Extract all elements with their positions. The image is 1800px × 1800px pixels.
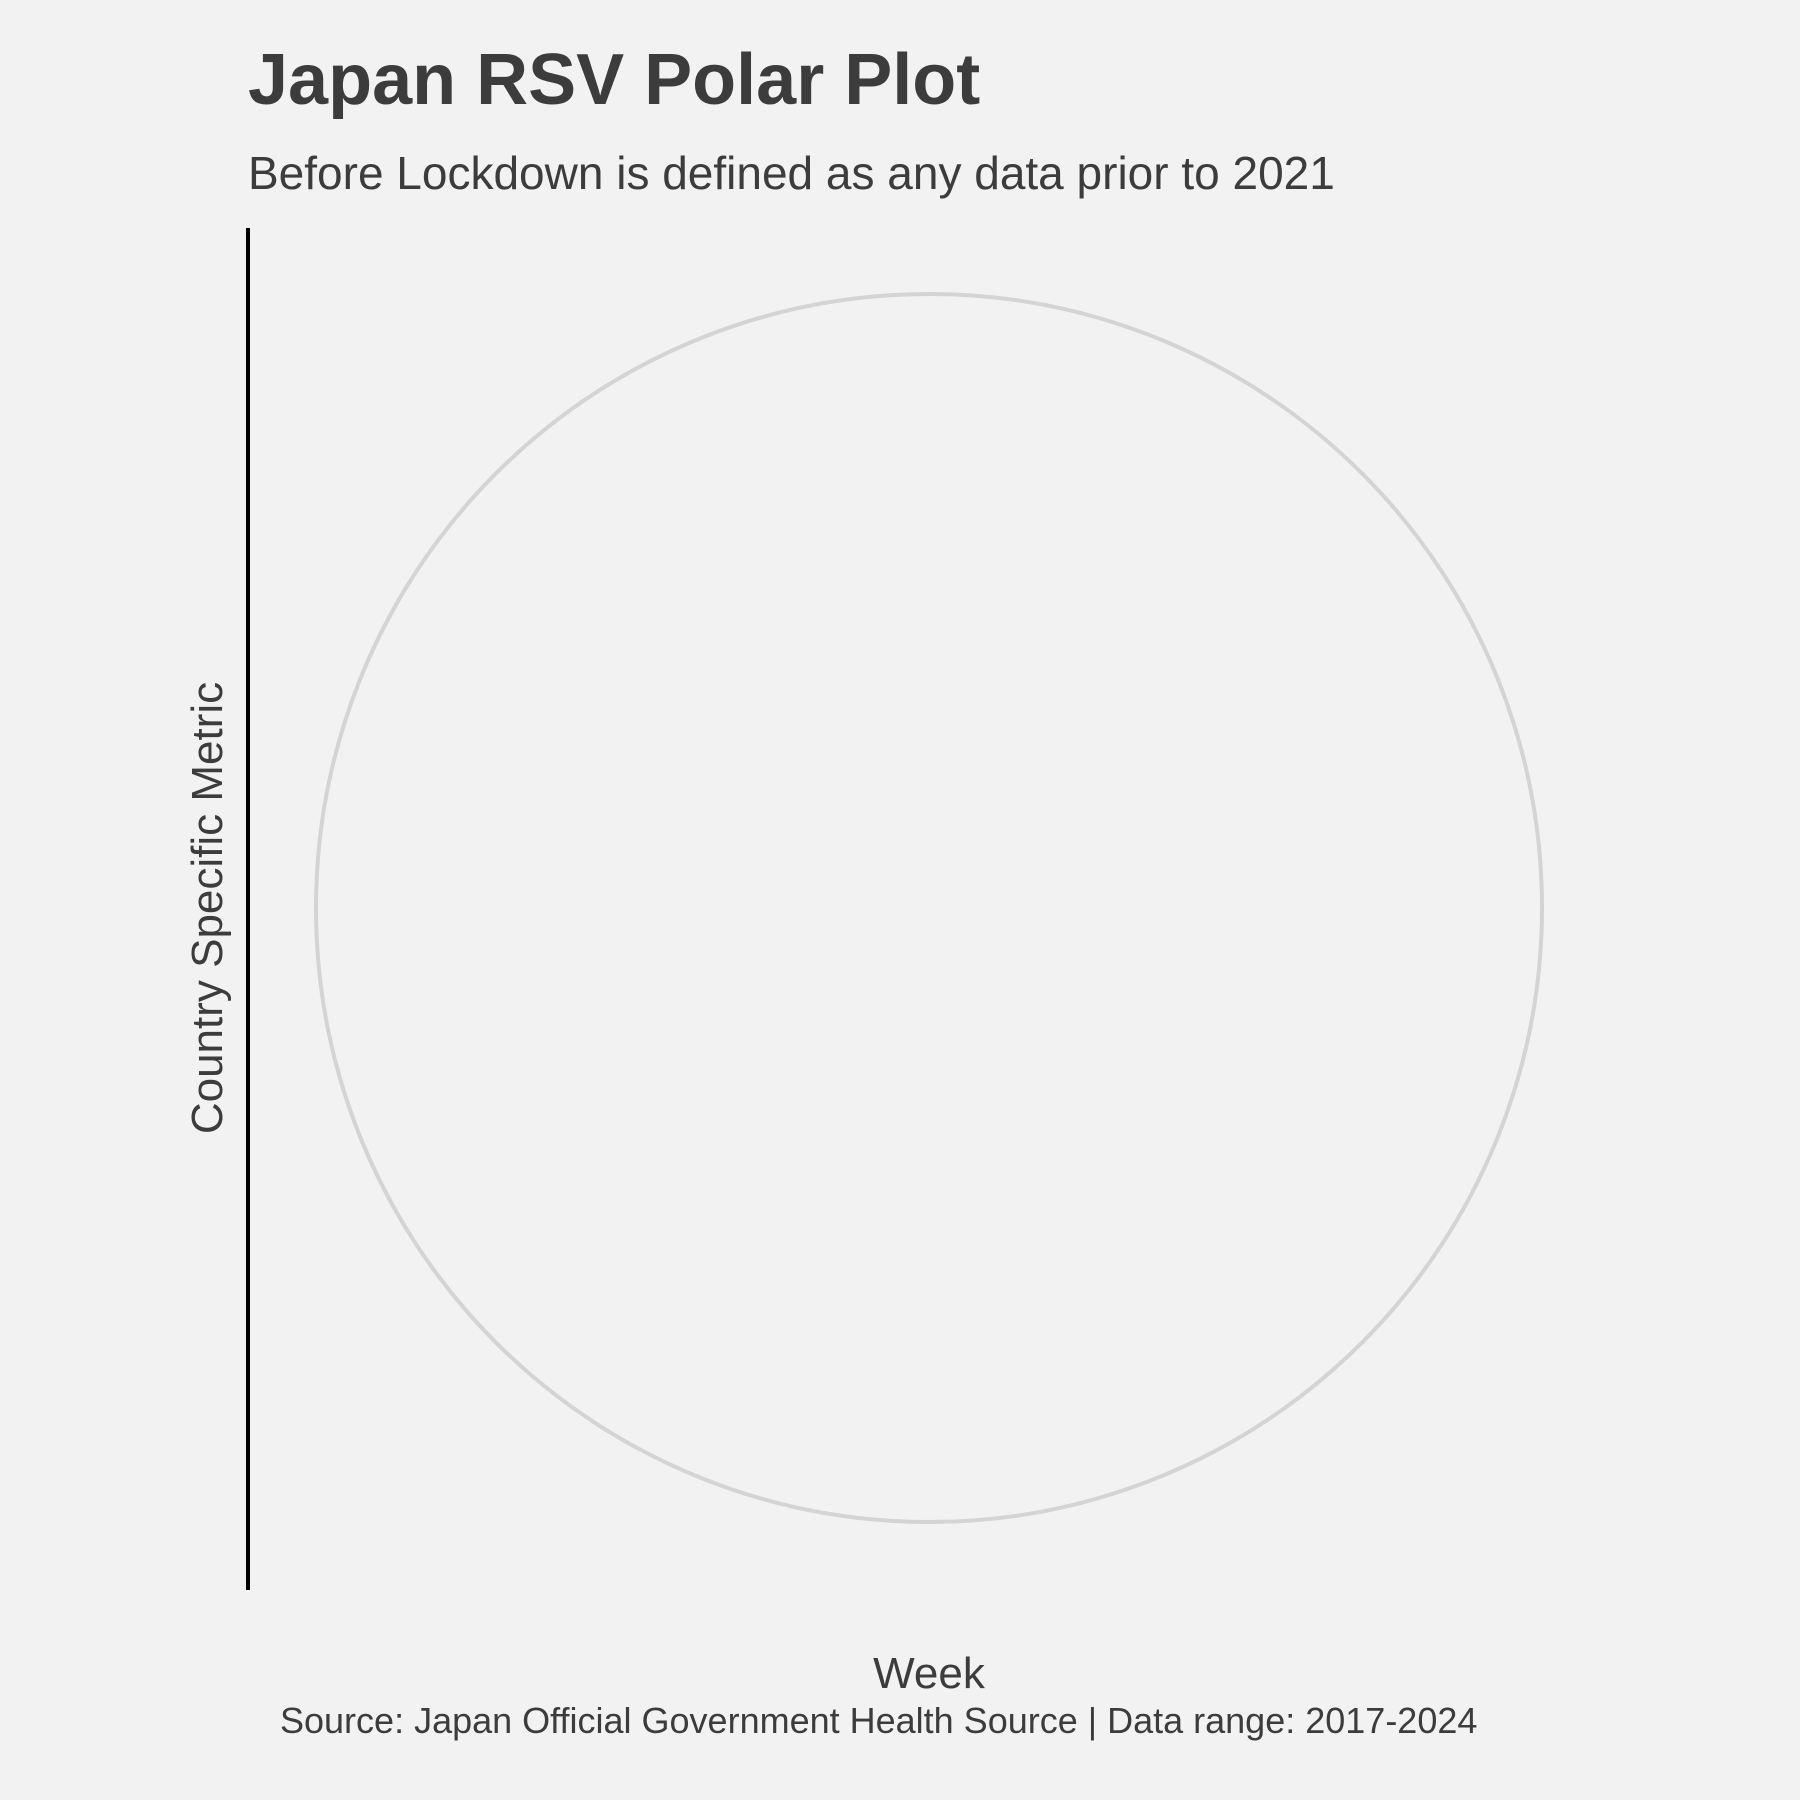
chart-caption: Source: Japan Official Government Health…	[280, 1700, 1478, 1741]
chart-title: Japan RSV Polar Plot	[248, 40, 981, 120]
polar-grid-circle	[314, 292, 1544, 1524]
x-axis-label: Week	[873, 1649, 985, 1698]
y-axis-label: Country Specific Metric	[183, 681, 232, 1135]
chart-subtitle: Before Lockdown is defined as any data p…	[248, 147, 1335, 199]
